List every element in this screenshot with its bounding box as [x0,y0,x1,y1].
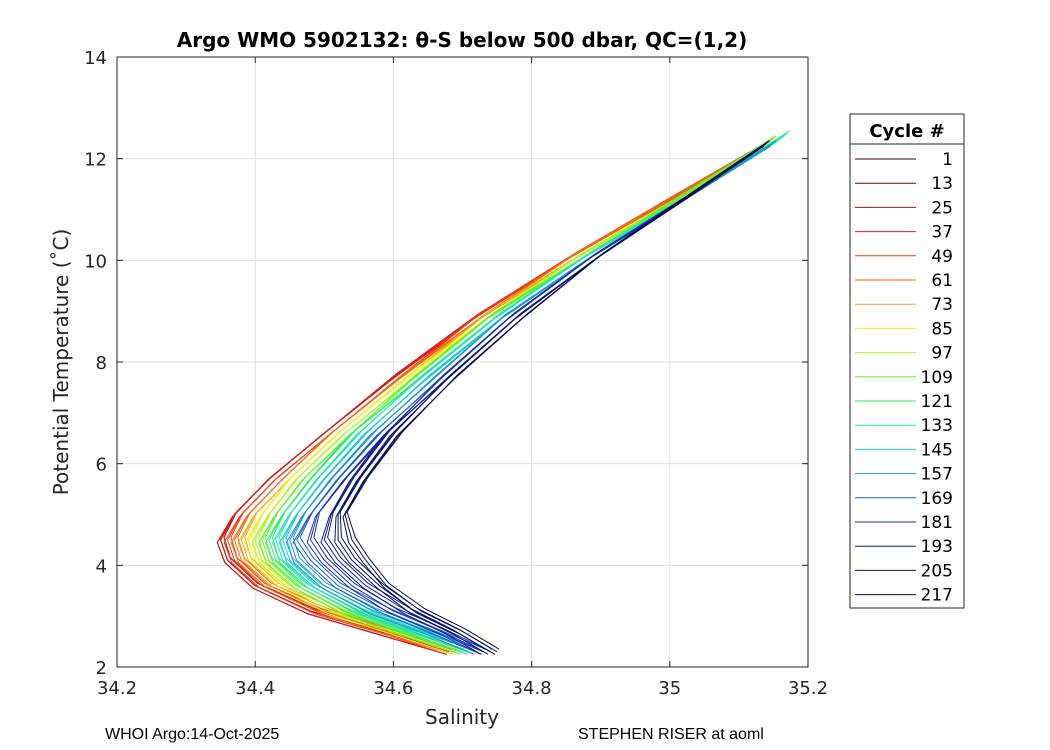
x-tick-label: 35 [658,678,681,699]
series-line-cycle-49 [230,140,770,650]
series-line-cycle-61 [234,142,767,653]
y-tick-label: 6 [96,455,107,476]
series-line-cycle-73 [240,142,767,653]
legend-label: 121 [921,392,953,412]
x-tick-label: 34.4 [235,678,275,699]
grid [116,56,809,668]
series-line-cycle-121 [271,135,784,650]
series-line-cycle-1 [216,145,765,655]
y-tick-label: 12 [84,150,107,171]
legend-label: 145 [921,440,953,460]
series-line-cycle-13 [220,142,767,653]
legend-label: 217 [921,586,953,606]
legend-box [849,113,965,609]
legend-label: 97 [931,344,953,364]
series-line-cycle-61 [237,140,770,650]
legend-label: 109 [921,368,953,388]
series-line-cycle-61 [230,145,765,655]
series-line-cycle-181 [310,142,767,653]
legend-label: 25 [931,198,953,218]
footer-right-credit: STEPHEN RISER at aoml [578,726,764,743]
series-line-cycle-109 [258,140,772,655]
series-line-cycle-145 [282,142,774,653]
x-tick-label: 34.6 [373,678,413,699]
series-line-cycle-109 [261,137,774,653]
legend-label: 61 [931,271,953,291]
x-tick-label: 34.2 [97,678,137,699]
y-tick-label: 14 [84,48,107,69]
series-line-cycle-1 [220,142,767,653]
axis-ticks: 34.2 34.4 34.6 34.8 35 35.2 2 4 6 8 10 12 14 [84,48,828,699]
x-tick-label: 35.2 [788,678,828,699]
series-line-cycle-25 [216,145,765,655]
legend-label: 73 [931,295,953,315]
series-line-cycle-217 [344,142,767,653]
chart-title: Argo WMO 5902132: θ-S below 500 dbar, QC… [177,28,747,52]
legend-label: 1 [942,150,953,170]
series-line-cycle-133 [272,135,785,655]
legend-label: 85 [931,319,953,339]
y-axis-label: Potential Temperature (˚C) [49,229,73,496]
legend-label: 37 [931,223,953,243]
series-line-cycle-73 [244,140,770,650]
legend-label: 193 [921,537,953,557]
series-line-cycle-25 [220,142,767,653]
series-line-cycle-217 [346,140,770,650]
x-tick-label: 34.8 [512,678,552,699]
series-line-cycle-133 [278,130,791,650]
legend: Cycle # 1 13 25 37 49 61 73 85 97 109 121 133 145 157… [849,113,965,609]
series-line-cycle-145 [279,145,772,655]
series-line-cycle-109 [264,135,777,650]
series-line-cycle-37 [216,145,765,655]
y-tick-label: 8 [96,353,107,374]
series-line-cycle-205 [337,142,767,653]
series-line-cycle-157 [285,145,772,655]
legend-label: 49 [931,247,953,267]
series-line-cycle-157 [292,140,777,650]
series-line-cycle-97 [254,137,774,653]
legend-entries: 1 13 25 37 49 61 73 85 97 109 121 133 145 157 169 181 19… [855,150,953,606]
legend-title: Cycle # [869,121,944,142]
series-line-cycle-85 [247,142,767,653]
x-axis-label: Salinity [425,705,499,729]
series-line-cycle-205 [334,145,765,655]
series-line-cycle-97 [258,135,777,650]
series-line-cycle-73 [237,145,765,655]
legend-label: 181 [921,513,953,533]
legend-label: 205 [921,561,953,581]
y-tick-label: 4 [96,556,107,577]
footer-left-credit: WHOI Argo:14-Oct-2025 [105,726,280,743]
series-line-cycle-181 [313,140,770,650]
series-line-cycle-13 [216,145,765,655]
legend-label: 157 [921,465,953,485]
series-lines [216,130,791,655]
series-line-cycle-193 [320,145,765,655]
series-line-cycle-205 [339,140,770,650]
series-line-cycle-49 [223,145,765,655]
y-tick-label: 10 [84,251,107,272]
series-line-cycle-217 [342,145,765,655]
legend-label: 13 [931,174,953,194]
series-line-cycle-181 [306,145,765,655]
legend-label: 133 [921,416,953,436]
legend-label: 169 [921,489,953,509]
series-line-cycle-37 [220,142,767,653]
y-tick-label: 2 [96,658,107,679]
series-line-cycle-85 [244,145,765,655]
series-line-cycle-97 [251,140,772,655]
